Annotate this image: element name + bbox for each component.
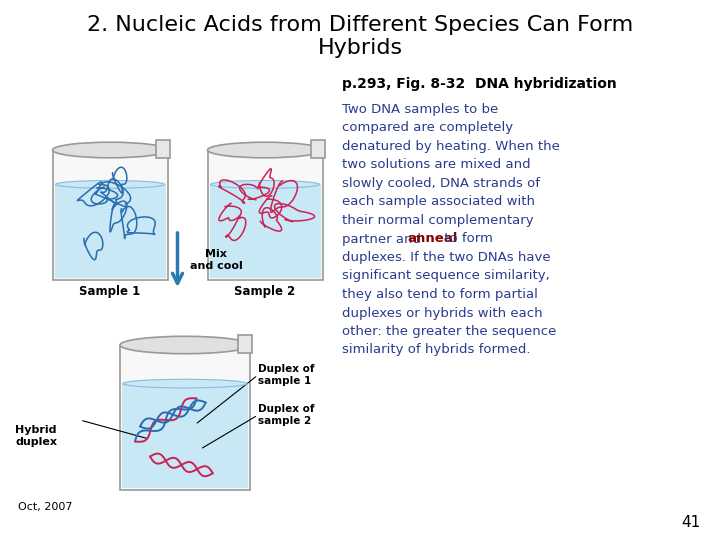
Text: partner and: partner and bbox=[342, 233, 426, 246]
FancyBboxPatch shape bbox=[55, 184, 166, 278]
Text: each sample associated with: each sample associated with bbox=[342, 195, 535, 208]
Text: slowly cooled, DNA strands of: slowly cooled, DNA strands of bbox=[342, 177, 540, 190]
Text: Two DNA samples to be: Two DNA samples to be bbox=[342, 103, 498, 116]
FancyBboxPatch shape bbox=[120, 345, 250, 490]
Ellipse shape bbox=[123, 379, 247, 388]
FancyBboxPatch shape bbox=[156, 140, 169, 158]
Text: Duplex of
sample 2: Duplex of sample 2 bbox=[258, 404, 315, 426]
Text: compared are completely: compared are completely bbox=[342, 122, 513, 134]
Text: 41: 41 bbox=[680, 515, 700, 530]
FancyBboxPatch shape bbox=[53, 150, 168, 280]
Text: to form: to form bbox=[441, 233, 493, 246]
Text: duplexes. If the two DNAs have: duplexes. If the two DNAs have bbox=[342, 251, 551, 264]
Ellipse shape bbox=[53, 142, 168, 158]
Text: anneal: anneal bbox=[408, 233, 458, 246]
Text: p.293, Fig. 8-32  DNA hybridization: p.293, Fig. 8-32 DNA hybridization bbox=[342, 77, 617, 91]
Ellipse shape bbox=[55, 180, 164, 188]
FancyBboxPatch shape bbox=[238, 335, 252, 353]
Text: duplexes or hybrids with each: duplexes or hybrids with each bbox=[342, 307, 543, 320]
Text: significant sequence similarity,: significant sequence similarity, bbox=[342, 269, 550, 282]
FancyBboxPatch shape bbox=[210, 184, 320, 278]
Text: Sample 2: Sample 2 bbox=[235, 285, 296, 298]
Text: 2. Nucleic Acids from Different Species Can Form
Hybrids: 2. Nucleic Acids from Different Species … bbox=[87, 15, 633, 58]
FancyBboxPatch shape bbox=[310, 140, 325, 158]
Text: their normal complementary: their normal complementary bbox=[342, 214, 534, 227]
Text: other: the greater the sequence: other: the greater the sequence bbox=[342, 325, 557, 338]
Text: similarity of hybrids formed.: similarity of hybrids formed. bbox=[342, 343, 531, 356]
Text: Mix
and cool: Mix and cool bbox=[189, 249, 242, 271]
Ellipse shape bbox=[207, 142, 323, 158]
Text: Sample 1: Sample 1 bbox=[79, 285, 140, 298]
Ellipse shape bbox=[120, 336, 250, 354]
Text: Hybrid
duplex: Hybrid duplex bbox=[15, 425, 57, 447]
FancyBboxPatch shape bbox=[122, 383, 248, 488]
Text: Duplex of
sample 1: Duplex of sample 1 bbox=[258, 364, 315, 386]
Text: they also tend to form partial: they also tend to form partial bbox=[342, 288, 538, 301]
Text: denatured by heating. When the: denatured by heating. When the bbox=[342, 140, 560, 153]
Ellipse shape bbox=[210, 180, 320, 188]
FancyBboxPatch shape bbox=[207, 150, 323, 280]
Text: two solutions are mixed and: two solutions are mixed and bbox=[342, 159, 531, 172]
Text: Oct, 2007: Oct, 2007 bbox=[18, 502, 73, 512]
